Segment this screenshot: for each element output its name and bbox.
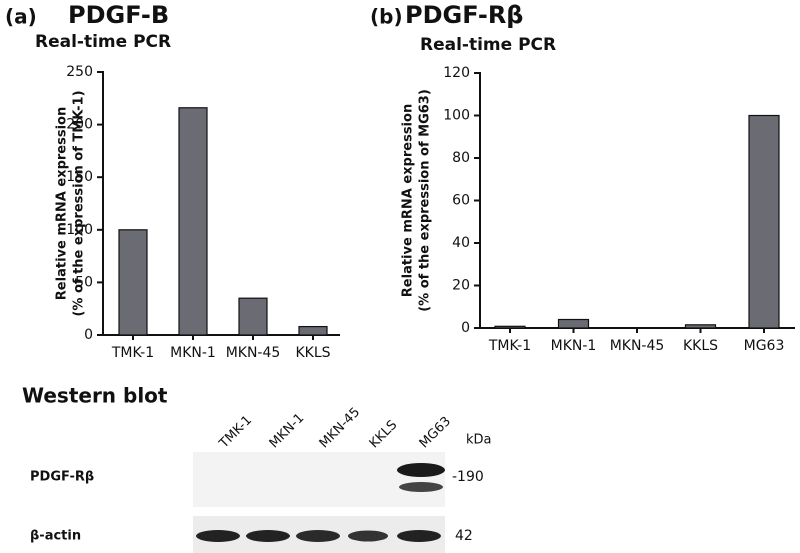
chart-title: PDGF-Rβ — [405, 1, 524, 29]
x-tick-label: TMK-1 — [488, 338, 531, 354]
row-size: 42 — [455, 528, 473, 544]
bar — [238, 297, 268, 336]
y-tick-label: 150 — [66, 169, 93, 185]
y-axis-label: (% of the expression of TMK-1) — [72, 90, 87, 316]
x-tick-label: MKN-45 — [226, 345, 281, 361]
y-tick-label: 80 — [452, 150, 470, 166]
bar — [118, 229, 148, 336]
unit: kDa — [466, 433, 492, 448]
panel-label: (b) — [370, 5, 403, 29]
row-label: β-actin — [30, 529, 81, 544]
y-axis-label: (% of the expression of MG63) — [418, 89, 433, 312]
y-axis-label: Relative mRNA expression — [55, 107, 70, 300]
bar — [298, 325, 328, 336]
panel-label: (a) — [5, 5, 37, 29]
y-tick-label: 20 — [452, 278, 470, 294]
y-tick-label: 40 — [452, 235, 470, 251]
lane-label: MG63 — [417, 414, 454, 451]
chart-title: PDGF-B — [68, 1, 169, 29]
y-tick-label: 60 — [452, 193, 470, 209]
row-size: -190 — [452, 469, 484, 485]
blot-title: Western blot — [22, 384, 168, 408]
y-tick-label: 50 — [75, 274, 93, 290]
x-tick-label: KKLS — [683, 338, 718, 354]
blot-image — [193, 452, 445, 553]
x-tick-label: TMK-1 — [111, 345, 154, 361]
lane-label: MKN-1 — [267, 411, 308, 452]
x-tick-label: MG63 — [744, 338, 785, 354]
lane-label: TMK-1 — [216, 413, 255, 452]
x-tick-label: MKN-1 — [170, 345, 216, 361]
y-tick-label: 0 — [461, 320, 470, 336]
x-tick-label: MKN-45 — [610, 338, 665, 354]
y-tick-label: 100 — [66, 222, 93, 238]
bar — [557, 318, 590, 329]
chart-subtitle: Real-time PCR — [420, 35, 556, 55]
lane-label: KKLS — [367, 418, 401, 452]
y-tick-label: 120 — [443, 65, 470, 81]
y-tick-label: 200 — [66, 117, 93, 133]
y-tick-label: 100 — [443, 108, 470, 124]
y-tick-label: 0 — [84, 327, 93, 343]
bar — [684, 324, 717, 329]
chart-subtitle: Real-time PCR — [35, 32, 171, 52]
x-tick-label: MKN-1 — [551, 338, 597, 354]
y-tick-label: 250 — [66, 64, 93, 80]
bar — [748, 114, 780, 329]
x-tick-label: KKLS — [295, 345, 330, 361]
bar — [494, 325, 526, 329]
bar — [178, 107, 208, 336]
y-axis-label: Relative mRNA expression — [401, 104, 416, 297]
lane-label: MKN-45 — [317, 405, 363, 451]
row-label: PDGF-Rβ — [30, 470, 94, 485]
